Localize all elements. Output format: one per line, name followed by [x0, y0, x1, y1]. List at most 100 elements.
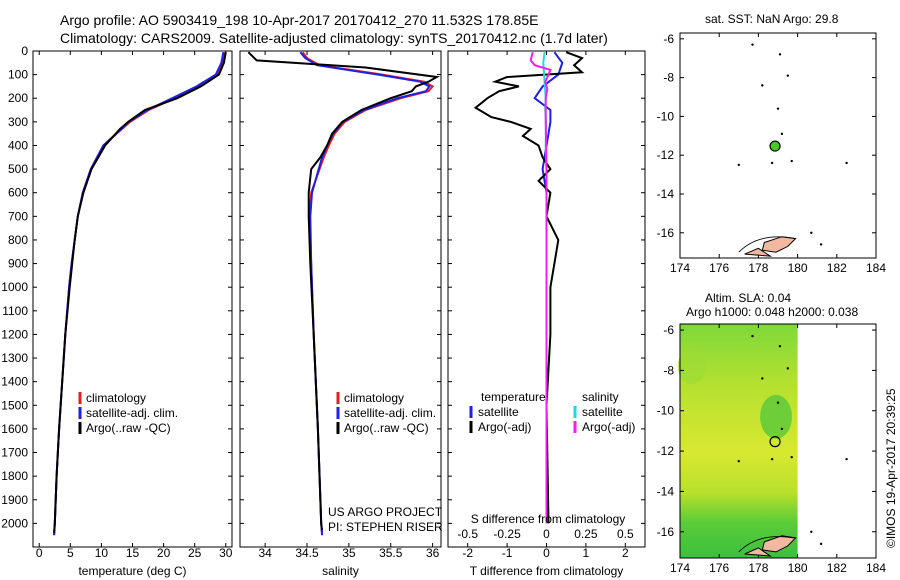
y-tick-label: 900: [8, 257, 28, 271]
y-tick-label: 1600: [1, 422, 28, 436]
map-y-tick-label: -12: [657, 148, 675, 162]
series-line-satellite-adj-clim-: [53, 52, 225, 536]
map-x-tick-label: 184: [866, 261, 886, 275]
map-y-tick-label: -10: [657, 109, 675, 123]
y-tick-label: 400: [8, 138, 28, 152]
plot-frame-2: [239, 50, 442, 548]
island-dot: [761, 377, 764, 380]
island-dot: [751, 43, 754, 46]
header-line1: Argo profile: AO 5903419_198 10-Apr-2017…: [60, 12, 539, 28]
map-subtitle-sla: Argo h1000: 0.048 h2000: 0.038: [686, 305, 858, 319]
y-tick-label: 1000: [1, 280, 28, 294]
map-y-tick-label: -6: [663, 323, 674, 337]
x-tick-label-s: -0.25: [493, 527, 521, 541]
map-title-sla: Altim. SLA: 0.04: [705, 291, 791, 305]
x-tick-label: 34: [258, 546, 272, 560]
legend-label: Argo(..raw -QC): [344, 421, 429, 435]
x-tick-label: -2: [462, 546, 473, 560]
series-line-climatology: [53, 52, 226, 536]
y-tick-label: 1700: [1, 446, 28, 460]
y-tick-label: 700: [8, 209, 28, 223]
map-x-tick-label: 176: [709, 561, 729, 575]
map-frame-2: [679, 323, 877, 559]
y-tick-label: 1900: [1, 493, 28, 507]
y-tick-label: 800: [8, 233, 28, 247]
y-tick-label: 500: [8, 162, 28, 176]
island-dot: [770, 457, 774, 461]
island-dot: [761, 84, 764, 87]
y-tick-label: 1500: [1, 398, 28, 412]
island-dot: [845, 457, 848, 461]
island-dot: [751, 334, 754, 338]
x-tick-label: 2: [622, 546, 629, 560]
x-tick-label: 25: [188, 546, 202, 560]
reef-contour: [738, 536, 794, 553]
series-line-temperature-satellite: [533, 51, 564, 524]
map-y-tick-label: -14: [657, 187, 675, 201]
y-tick-label: 0: [21, 44, 28, 58]
x-tick-label: 20: [157, 546, 171, 560]
y-tick-label: 600: [8, 186, 28, 200]
map-x-tick-label: 182: [827, 561, 847, 575]
island-dot: [786, 367, 789, 370]
viti-levu-land: [744, 547, 773, 557]
legend-title: temperature: [481, 390, 546, 404]
island-dot: [786, 74, 789, 77]
map-x-tick-label: 176: [709, 261, 729, 275]
map-y-tick-label: -12: [657, 444, 675, 458]
map-y-tick-label: -10: [657, 404, 675, 418]
map-x-tick-label: 174: [670, 561, 690, 575]
island-dot: [737, 459, 740, 463]
map-x-tick-label: 184: [866, 561, 886, 575]
series-line-argo-raw-qc-: [247, 51, 440, 531]
island-dot: [790, 455, 793, 459]
x-tick-label: 0: [543, 546, 550, 560]
map-x-tick-label: 180: [788, 261, 808, 275]
island-dot: [778, 53, 782, 56]
x-tick-label-s: 0.5: [617, 527, 634, 541]
legend-label: satellite: [478, 405, 519, 419]
y-tick-label: 1800: [1, 469, 28, 483]
x-tick-label-s: 0.25: [574, 527, 598, 541]
y-tick-label: 100: [8, 68, 28, 82]
y-tick-label: 2000: [1, 516, 28, 530]
legend-label: Argo(-adj): [478, 420, 531, 434]
x-tick-label: 5: [67, 546, 74, 560]
map-y-tick-label: -8: [663, 363, 674, 377]
legend-label: Argo(..raw -QC): [86, 421, 171, 435]
y-tick-label: 1200: [1, 327, 28, 341]
island-dot: [780, 427, 784, 431]
x-tick-label: 10: [95, 546, 109, 560]
reef-contour: [738, 236, 794, 253]
viti-levu-land: [744, 247, 773, 257]
argo-float-marker: [769, 436, 781, 448]
map-y-tick-label: -6: [663, 32, 674, 46]
sla-patch: [677, 348, 706, 385]
plot-frame-1: [32, 50, 233, 548]
fiji-land: [761, 535, 797, 553]
map-x-tick-label: 174: [670, 261, 690, 275]
legend-label: Argo(-adj): [582, 420, 635, 434]
x-tick-label-s: -0.5: [457, 527, 478, 541]
map-y-tick-label: -16: [657, 226, 675, 240]
y-tick-label: 1300: [1, 351, 28, 365]
legend-label: climatology: [344, 391, 404, 405]
x-tick-label: 35: [342, 546, 356, 560]
x-tick-label: 1: [583, 546, 590, 560]
island-dot: [845, 161, 848, 165]
legend-label: satellite-adj. clim.: [86, 406, 178, 420]
series-line-argo-raw-qc-: [53, 52, 227, 533]
map-x-tick-label: 178: [748, 561, 768, 575]
y-tick-label: 300: [8, 115, 28, 129]
x-axis-label: temperature (deg C): [78, 564, 186, 578]
island-dot: [770, 161, 774, 165]
x-tick-label-s: 0: [543, 527, 550, 541]
island-dot: [778, 344, 782, 348]
x-axis-label-top: S difference from climatology: [471, 512, 626, 526]
y-tick-label: 1400: [1, 375, 28, 389]
map-y-tick-label: -14: [657, 484, 675, 498]
argo-float-marker: [769, 140, 781, 152]
series-line-salinity-argo-adj-: [529, 51, 552, 524]
y-tick-label: 200: [8, 91, 28, 105]
